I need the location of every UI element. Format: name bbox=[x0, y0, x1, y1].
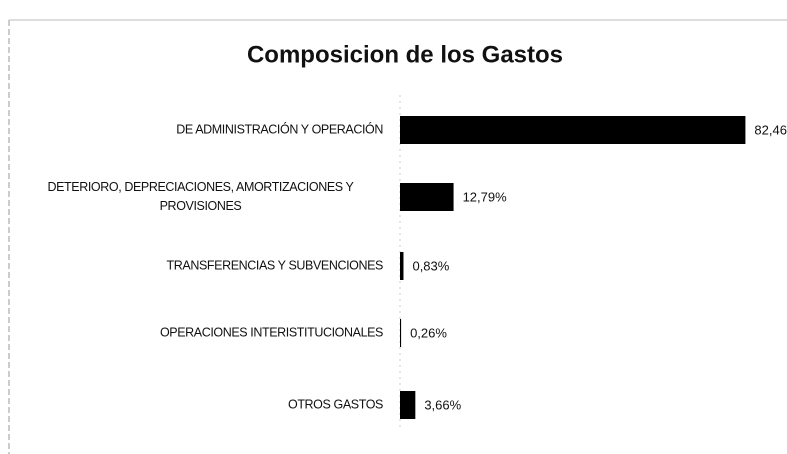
bar bbox=[400, 116, 746, 144]
category-label: OTROS GASTOS bbox=[288, 397, 383, 412]
value-label: 12,79% bbox=[463, 189, 508, 204]
category-label-box: DETERIORO, DEPRECIACIONES, AMORTIZACIONE… bbox=[3, 178, 383, 216]
category-label: OPERACIONES INTERISTITUCIONALES bbox=[159, 325, 383, 340]
value-label: 3,66% bbox=[424, 397, 461, 412]
bar bbox=[400, 252, 404, 280]
category-label: DETERIORO, DEPRECIACIONES, AMORTIZACIONE… bbox=[47, 180, 354, 213]
category-label-box: OTROS GASTOS bbox=[3, 396, 383, 415]
category-label-box: TRANSFERENCIAS Y SUBVENCIONES bbox=[3, 257, 384, 276]
category-label: TRANSFERENCIAS Y SUBVENCIONES bbox=[166, 258, 384, 273]
value-label: 0,83% bbox=[412, 258, 449, 273]
category-label-box: DE ADMINISTRACIÓN Y OPERACIÓN bbox=[3, 121, 383, 140]
value-label: 82,46% bbox=[754, 122, 787, 137]
value-label: 0,26% bbox=[410, 325, 447, 340]
bar bbox=[400, 183, 454, 211]
chart-title: Composicion de los Gastos bbox=[247, 41, 563, 68]
category-label: DE ADMINISTRACIÓN Y OPERACIÓN bbox=[176, 122, 383, 137]
bar bbox=[400, 319, 402, 347]
bar bbox=[400, 391, 416, 419]
category-label-box: OPERACIONES INTERISTITUCIONALES bbox=[3, 324, 383, 343]
